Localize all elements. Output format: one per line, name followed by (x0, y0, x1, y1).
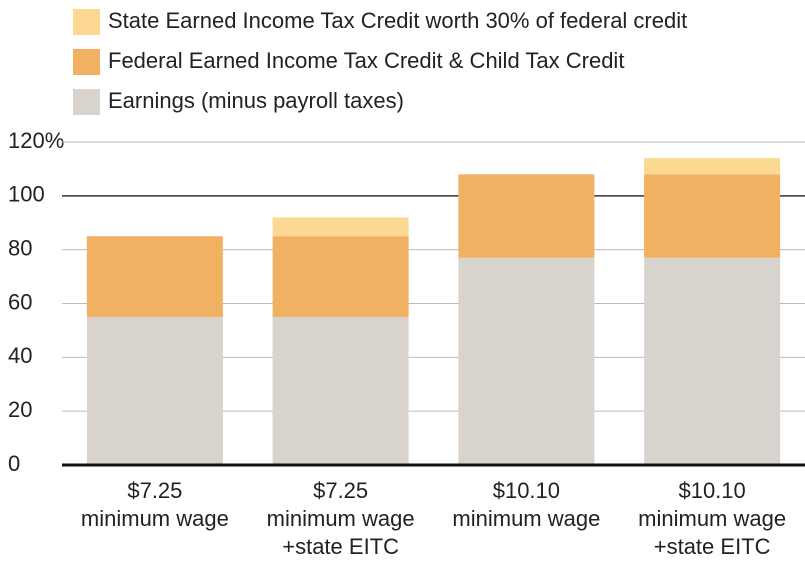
x-tick-label: minimum wage (452, 506, 600, 531)
legend-swatch (73, 89, 100, 115)
y-tick-label: 120% (8, 128, 64, 153)
bar-segment (644, 174, 781, 258)
x-tick-label: $7.25 (313, 478, 368, 503)
x-tick-label: $7.25 (127, 478, 182, 503)
y-tick-label: 20 (8, 397, 32, 422)
bar-segment (86, 236, 223, 317)
y-tick-label: 80 (8, 235, 32, 260)
bar-segment (644, 257, 781, 465)
bar-segment (458, 257, 595, 465)
y-tick-label: 60 (8, 289, 32, 314)
x-tick-label: minimum wage (267, 506, 415, 531)
x-tick-label: minimum wage (81, 506, 229, 531)
bar-segment (644, 158, 781, 175)
x-tick-label: +state EITC (654, 534, 771, 559)
x-tick-label: $10.10 (493, 478, 560, 503)
y-tick-label: 0 (8, 451, 20, 476)
bar-segment (272, 236, 409, 317)
x-tick-label: minimum wage (638, 506, 786, 531)
bar-segment (458, 174, 595, 258)
legend-swatch (73, 9, 100, 35)
bar-segment (272, 316, 409, 465)
y-tick-label: 100 (8, 182, 45, 207)
bar-segment (86, 316, 223, 465)
y-tick-label: 40 (8, 343, 32, 368)
legend-label: State Earned Income Tax Credit worth 30%… (108, 8, 687, 33)
bar-segment (272, 217, 409, 237)
legend-label: Federal Earned Income Tax Credit & Child… (108, 48, 624, 73)
legend-swatch (73, 49, 100, 75)
x-tick-label: +state EITC (282, 534, 399, 559)
legend-label: Earnings (minus payroll taxes) (108, 88, 404, 113)
x-tick-label: $10.10 (678, 478, 745, 503)
